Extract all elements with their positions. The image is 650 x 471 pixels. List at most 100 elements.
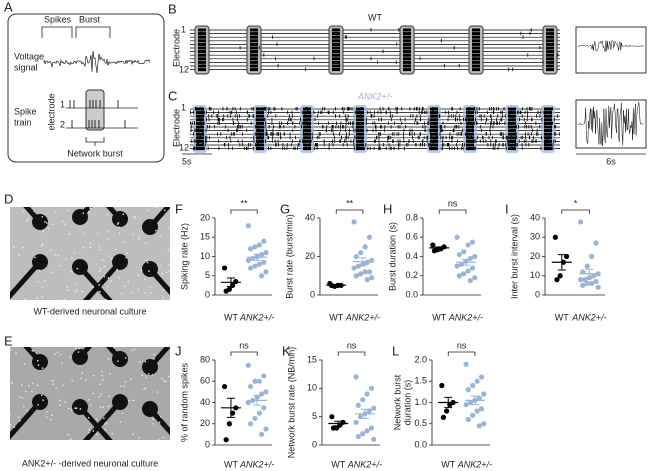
raster-burst [256, 118, 264, 122]
cell [162, 289, 165, 291]
cell [165, 271, 168, 274]
raster-burst [466, 132, 474, 136]
panel-label: K [282, 343, 291, 358]
cell [106, 230, 109, 232]
cell [58, 404, 61, 407]
data-point [362, 244, 368, 250]
data-point [256, 242, 262, 248]
trace [577, 40, 644, 53]
raster-burst [508, 114, 516, 118]
data-point [261, 373, 267, 379]
raster-burst [303, 118, 311, 122]
raster-burst [430, 111, 438, 115]
raster-burst [303, 143, 311, 147]
cell [144, 292, 147, 295]
electrode [32, 254, 48, 270]
data-point [584, 263, 590, 269]
significance: ** [346, 198, 354, 208]
y-axis-label: Inter burst interval (s) [509, 214, 519, 299]
electrode [142, 219, 158, 235]
label-electrode: electrode [46, 93, 56, 130]
data-point [247, 246, 254, 252]
cell [57, 254, 60, 257]
cell [59, 353, 62, 356]
raster-burst [546, 53, 554, 57]
raster-burst [196, 118, 204, 122]
data-point [223, 437, 229, 443]
data-point [589, 253, 595, 260]
data-point [364, 428, 370, 434]
cell [68, 407, 70, 410]
raster-burst [544, 143, 552, 147]
raster-burst [250, 42, 258, 46]
raster-burst [466, 121, 474, 125]
raster-burst [198, 57, 206, 61]
cell [69, 356, 71, 359]
cell [144, 387, 147, 390]
cell [80, 377, 82, 380]
data-point [364, 277, 370, 283]
cell [54, 353, 56, 356]
raster-burst [356, 147, 364, 151]
electrode [142, 401, 158, 417]
raster-burst [250, 46, 258, 50]
raster-burst [544, 129, 552, 133]
data-point [461, 271, 467, 277]
y-tick-label: 15 [200, 232, 210, 242]
electrode [32, 354, 48, 370]
y-tick-label: 1.5 [414, 376, 427, 386]
cell [111, 257, 113, 260]
electrode-label: 1 [181, 24, 186, 34]
error-bar [461, 258, 470, 266]
cell [155, 229, 157, 232]
cell [42, 399, 44, 401]
cell [65, 258, 67, 260]
cell [131, 291, 134, 294]
raster-burst [466, 107, 474, 111]
cell [116, 268, 118, 271]
electrode-track [148, 347, 170, 369]
raster-burst [546, 68, 554, 72]
cell [168, 226, 170, 229]
data-point [245, 399, 251, 406]
cell [99, 405, 102, 408]
cell [37, 280, 40, 283]
data-point [245, 362, 251, 368]
cell [90, 404, 93, 406]
cell [92, 430, 95, 432]
raster-burst [544, 111, 552, 115]
cell [70, 409, 73, 411]
raster-burst [546, 46, 554, 50]
significance-bracket [337, 351, 366, 356]
raster-burst [544, 139, 552, 143]
raster-burst [544, 136, 552, 140]
data-point [430, 242, 436, 248]
data-point [252, 244, 258, 250]
significance-bracket [230, 209, 258, 214]
cell [114, 248, 117, 251]
inset-trace [577, 102, 644, 146]
data-point [371, 436, 377, 442]
raster-burst [472, 68, 480, 72]
cell [162, 436, 165, 439]
y-tick-label: 40 [200, 397, 210, 407]
cell [119, 421, 122, 423]
cell [117, 360, 119, 362]
cell [132, 233, 134, 236]
data-point [578, 277, 584, 283]
data-point [353, 253, 359, 260]
spike-train [69, 100, 126, 128]
cell [25, 390, 27, 393]
cell [42, 230, 45, 233]
raster [190, 25, 560, 75]
raster [189, 105, 560, 153]
data-point [595, 284, 601, 290]
data-point [330, 425, 337, 431]
y-tick-label: 20 [200, 418, 210, 428]
data-point [258, 431, 265, 437]
cell [28, 384, 30, 387]
data-point [463, 402, 469, 408]
cell [18, 416, 20, 419]
label-spike-train: train [14, 117, 32, 127]
